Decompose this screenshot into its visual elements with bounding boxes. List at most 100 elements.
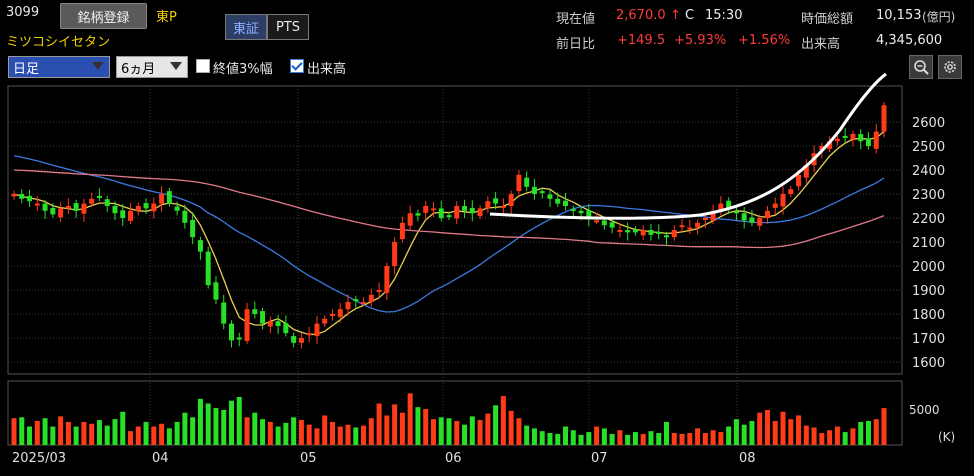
candle — [625, 230, 631, 233]
y-tick-label: 2500 — [912, 140, 945, 155]
volume-checkbox[interactable] — [290, 59, 304, 73]
volume-label: 出来高 — [801, 37, 841, 52]
candle — [438, 208, 444, 218]
candle — [73, 203, 79, 211]
candle — [726, 200, 732, 209]
volume-bar — [718, 432, 724, 445]
range-select[interactable]: 6ヵ月 — [116, 56, 188, 78]
candle — [772, 203, 778, 208]
volume-bar — [368, 418, 374, 445]
stock-name: ミツコシイセタン — [6, 35, 111, 50]
register-button[interactable]: 銘柄登録 — [60, 3, 147, 29]
candle — [671, 230, 677, 238]
price-time: 15:30 — [705, 8, 743, 23]
tab-tse[interactable]: 東証 — [225, 14, 267, 40]
volume-bar — [19, 417, 25, 445]
candle — [524, 177, 530, 187]
volume-bar — [182, 412, 188, 445]
zoom-button[interactable] — [909, 55, 933, 79]
volume-bar — [834, 426, 840, 445]
candle — [159, 194, 165, 204]
candle — [446, 215, 452, 218]
candle — [267, 321, 273, 327]
candle — [361, 302, 367, 304]
volume-bar — [881, 408, 887, 445]
candle — [423, 206, 429, 213]
volume-bar — [213, 408, 219, 445]
candle — [58, 208, 64, 218]
volume-bar — [73, 426, 79, 445]
candle — [205, 251, 211, 286]
volume-bar — [842, 432, 848, 445]
price-label: 現在値 — [556, 12, 596, 27]
volume-bar — [803, 425, 809, 445]
candle — [788, 189, 794, 194]
candle — [143, 203, 149, 209]
volume-bar — [392, 404, 398, 445]
volume-bar — [648, 431, 654, 445]
volume-bar — [252, 412, 258, 445]
candle — [648, 230, 654, 235]
volume-bar — [788, 419, 794, 445]
candle — [749, 217, 755, 223]
change-label: 前日比 — [556, 37, 596, 52]
candle — [632, 229, 638, 233]
candle — [764, 210, 770, 218]
volume-bar — [283, 422, 289, 445]
volume-bar — [516, 418, 522, 445]
candle — [34, 203, 40, 206]
y-tick-label: 2300 — [912, 188, 945, 203]
volume-bar — [811, 427, 817, 445]
candle — [741, 213, 747, 221]
volume-bar — [508, 410, 514, 445]
price-value: 2,670.0 — [616, 8, 666, 23]
volume-bar — [96, 420, 102, 445]
candle — [842, 135, 848, 138]
x-tick-label: 08 — [739, 451, 756, 466]
period-select[interactable]: 日足 — [8, 56, 110, 78]
volume-bar — [42, 418, 48, 445]
volume-bar — [197, 398, 203, 445]
volume-bar — [764, 409, 770, 445]
volume-bar — [664, 421, 669, 445]
candle — [664, 235, 669, 238]
candle — [244, 309, 250, 341]
mcap-value: 10,153 — [876, 8, 922, 23]
y-tick-label: 2200 — [912, 212, 945, 227]
close3-checkbox[interactable] — [196, 59, 210, 73]
candle — [718, 203, 724, 211]
candle — [322, 318, 328, 324]
candle — [260, 311, 266, 324]
volume-bar — [438, 417, 444, 445]
change-pct: +5.93% — [674, 33, 727, 48]
volume-bar — [89, 423, 95, 445]
volume-bar — [454, 421, 460, 445]
volume-bar — [267, 421, 273, 445]
volume-bar — [50, 426, 56, 445]
candle — [415, 213, 421, 216]
volume-value: 4,345,600 — [876, 33, 943, 48]
volume-bar — [143, 421, 149, 445]
candle — [329, 314, 335, 316]
candle — [609, 222, 615, 228]
tab-pts[interactable]: PTS — [267, 14, 309, 40]
volume-bar — [291, 417, 297, 445]
volume-bar — [58, 416, 64, 445]
volume-bar — [65, 421, 71, 445]
volume-bar — [190, 417, 196, 445]
volume-bar — [819, 433, 825, 445]
candle — [151, 203, 157, 212]
candle — [555, 198, 561, 204]
volume-bar — [221, 409, 227, 445]
volume-bar — [469, 416, 475, 445]
candle — [858, 134, 864, 142]
range-select-value: 6ヵ月 — [121, 61, 156, 77]
volume-tick-label: 5000 — [909, 403, 940, 417]
mcap-label: 時価総額 — [801, 12, 854, 27]
candle — [353, 299, 359, 302]
candle — [865, 138, 871, 146]
settings-button[interactable] — [938, 55, 962, 79]
volume-bar — [120, 411, 126, 445]
candle — [679, 225, 685, 228]
